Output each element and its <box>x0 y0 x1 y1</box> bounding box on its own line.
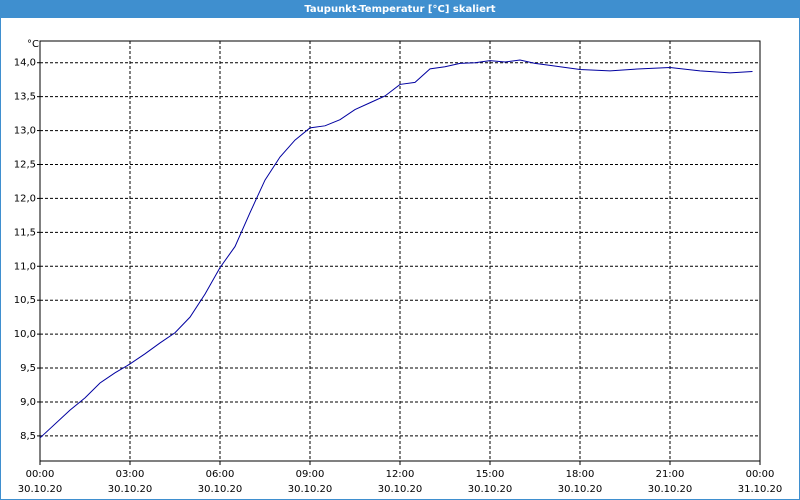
y-tick-label: 9,5 <box>20 363 36 374</box>
x-tick-date: 30.10.20 <box>378 484 423 495</box>
x-tick-date: 30.10.20 <box>18 484 63 495</box>
y-tick-label: 12,5 <box>14 159 36 170</box>
y-tick-label: 12,0 <box>14 193 36 204</box>
x-tick-date: 30.10.20 <box>288 484 333 495</box>
x-tick-date: 31.10.20 <box>738 484 783 495</box>
y-tick-label: 10,5 <box>14 295 36 306</box>
x-tick-date: 30.10.20 <box>558 484 603 495</box>
y-tick-label: 14,0 <box>14 58 36 69</box>
x-tick-label: 00:00 <box>746 469 775 480</box>
x-tick-label: 09:00 <box>296 469 325 480</box>
y-tick-label: 10,0 <box>14 329 36 340</box>
x-tick-label: 15:00 <box>476 469 505 480</box>
y-tick-label: 13,0 <box>14 126 36 137</box>
x-tick-label: 18:00 <box>566 469 595 480</box>
x-tick-label: 12:00 <box>386 469 415 480</box>
x-tick-date: 30.10.20 <box>108 484 153 495</box>
y-tick-label: 11,5 <box>14 227 36 238</box>
x-tick-date: 30.10.20 <box>198 484 243 495</box>
y-tick-label: 13,5 <box>14 92 36 103</box>
x-tick-date: 30.10.20 <box>468 484 513 495</box>
title-bar <box>0 0 800 18</box>
y-tick-label: 11,0 <box>14 261 36 272</box>
x-tick-label: 00:00 <box>26 469 55 480</box>
y-unit: °C <box>27 39 39 50</box>
y-tick-label: 9,0 <box>20 397 36 408</box>
x-tick-label: 03:00 <box>116 469 145 480</box>
x-tick-label: 06:00 <box>206 469 235 480</box>
x-tick-date: 30.10.20 <box>648 484 693 495</box>
chart-title: Taupunkt-Temperatur [°C] skaliert <box>304 4 495 15</box>
x-tick-label: 21:00 <box>656 469 685 480</box>
data-line <box>39 59 753 439</box>
y-tick-label: 8,5 <box>20 431 36 442</box>
